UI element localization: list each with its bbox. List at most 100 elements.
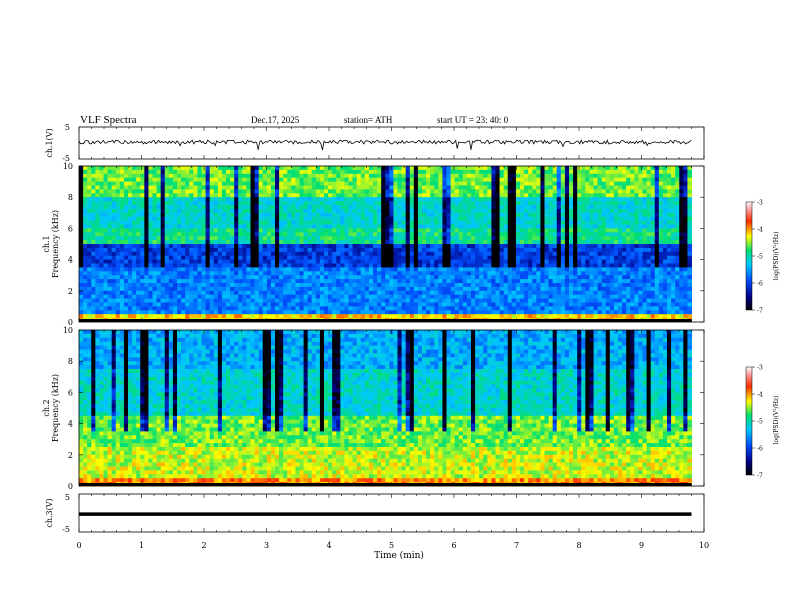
spectrogram-cell [496, 240, 501, 244]
spectrogram-cell [451, 236, 456, 240]
spectrogram-cell [165, 170, 170, 174]
spectrogram-cell [643, 201, 648, 205]
spectrogram-cell [340, 291, 345, 295]
spectrogram-cell [251, 178, 256, 182]
spectrogram-cell [222, 236, 227, 240]
spectrogram-cell [87, 264, 92, 268]
spectrogram-cell [647, 228, 652, 232]
spectrogram-cell [291, 166, 296, 170]
spectrogram-cell [353, 275, 358, 279]
spectrogram-cell [406, 178, 411, 182]
spectrogram-cell [116, 178, 121, 182]
spectrogram-cell [108, 182, 113, 186]
spectrogram-cell [197, 225, 202, 229]
spectrogram-cell [385, 217, 390, 221]
spectrogram-cell [344, 193, 349, 197]
spectrogram-cell [663, 279, 668, 283]
spectrogram-cell [206, 291, 211, 295]
spectrogram-cell [549, 256, 554, 260]
spectrogram-cell [496, 283, 501, 287]
spectrogram-cell [643, 182, 648, 186]
spectrogram-cell [512, 287, 517, 291]
spectrogram-cell [671, 209, 676, 213]
spectrogram-cell [238, 236, 243, 240]
spectrogram-cell [561, 279, 566, 283]
spectrogram-cell [549, 197, 554, 201]
spectrogram-cell [491, 279, 496, 283]
spectrogram-cell [218, 201, 223, 205]
spectrogram-cell [136, 182, 141, 186]
spectrogram-cell [108, 287, 113, 291]
spectrogram-cell [304, 205, 309, 209]
spectrogram-cell [140, 209, 145, 213]
spectrogram-cell [210, 267, 215, 271]
spectrogram-cell [87, 291, 92, 295]
spectrogram-cell [638, 193, 643, 197]
spectrogram-cell [455, 267, 460, 271]
spectrogram-cell [157, 209, 162, 213]
spectrogram-cell [414, 201, 419, 205]
spectrogram-cell [275, 182, 280, 186]
spectrogram-cell [381, 225, 386, 229]
spectrogram-cell [185, 228, 190, 232]
spectrogram-cell [304, 186, 309, 190]
spectrogram-cell [598, 201, 603, 205]
spectrogram-cell [520, 205, 525, 209]
spectrogram-cell [638, 236, 643, 240]
spectrogram-cell [585, 213, 590, 217]
spectrogram-cell [214, 264, 219, 268]
spectrogram-cell [594, 205, 599, 209]
spectrogram-cell [561, 225, 566, 229]
spectrogram-cell [451, 178, 456, 182]
spectrogram-cell [589, 267, 594, 271]
spectrogram-cell [422, 279, 427, 283]
spectrogram-cell [561, 283, 566, 287]
spectrogram-cell [532, 178, 537, 182]
spectrogram-cell [353, 260, 358, 264]
spectrogram-cell [336, 170, 341, 174]
spectrogram-cell [610, 248, 615, 252]
spectrogram-cell [202, 232, 207, 236]
spectrogram-cell [561, 170, 566, 174]
spectrogram-cell [120, 174, 125, 178]
spectrogram-cell [267, 240, 272, 244]
spectrogram-cell [512, 213, 517, 217]
spectrogram-cell [651, 186, 656, 190]
spectrogram-cell [193, 264, 198, 268]
spectrogram-cell [447, 252, 452, 256]
spectrogram-cell [438, 248, 443, 252]
spectrogram-cell [185, 240, 190, 244]
spectrogram-cell [263, 213, 268, 217]
spectrogram-cell [153, 271, 158, 275]
spectrogram-cell [671, 275, 676, 279]
spectrogram-cell [259, 271, 264, 275]
spectrogram-cell [463, 271, 468, 275]
spectrogram-cell [418, 217, 423, 221]
spectrogram-cell [385, 244, 390, 248]
spectrogram-cell [610, 240, 615, 244]
spectrogram-cell [683, 271, 688, 275]
spectrogram-cell [251, 244, 256, 248]
spectrogram-cell [312, 178, 317, 182]
spectrogram-cell [524, 209, 529, 213]
spectrogram-cell [647, 240, 652, 244]
spectrogram-cell [291, 267, 296, 271]
spectrogram-cell [585, 193, 590, 197]
spectrogram-cell [430, 256, 435, 260]
spectrogram-cell [451, 287, 456, 291]
spectrogram-cell [422, 236, 427, 240]
spectrogram-cell [181, 244, 186, 248]
spectrogram-cell [577, 228, 582, 232]
spectrogram-cell [218, 279, 223, 283]
spectrogram-cell [271, 213, 276, 217]
spectrogram-cell [377, 166, 382, 170]
spectrogram-cell [589, 283, 594, 287]
spectrogram-cell [381, 201, 386, 205]
spectrogram-cell [320, 244, 325, 248]
spectrogram-cell [222, 256, 227, 260]
spectrogram-cell [520, 225, 525, 229]
spectrogram-cell [357, 193, 362, 197]
spectrogram-cell [255, 228, 260, 232]
spectrogram-cell [667, 217, 672, 221]
spectrogram-cell [95, 178, 100, 182]
